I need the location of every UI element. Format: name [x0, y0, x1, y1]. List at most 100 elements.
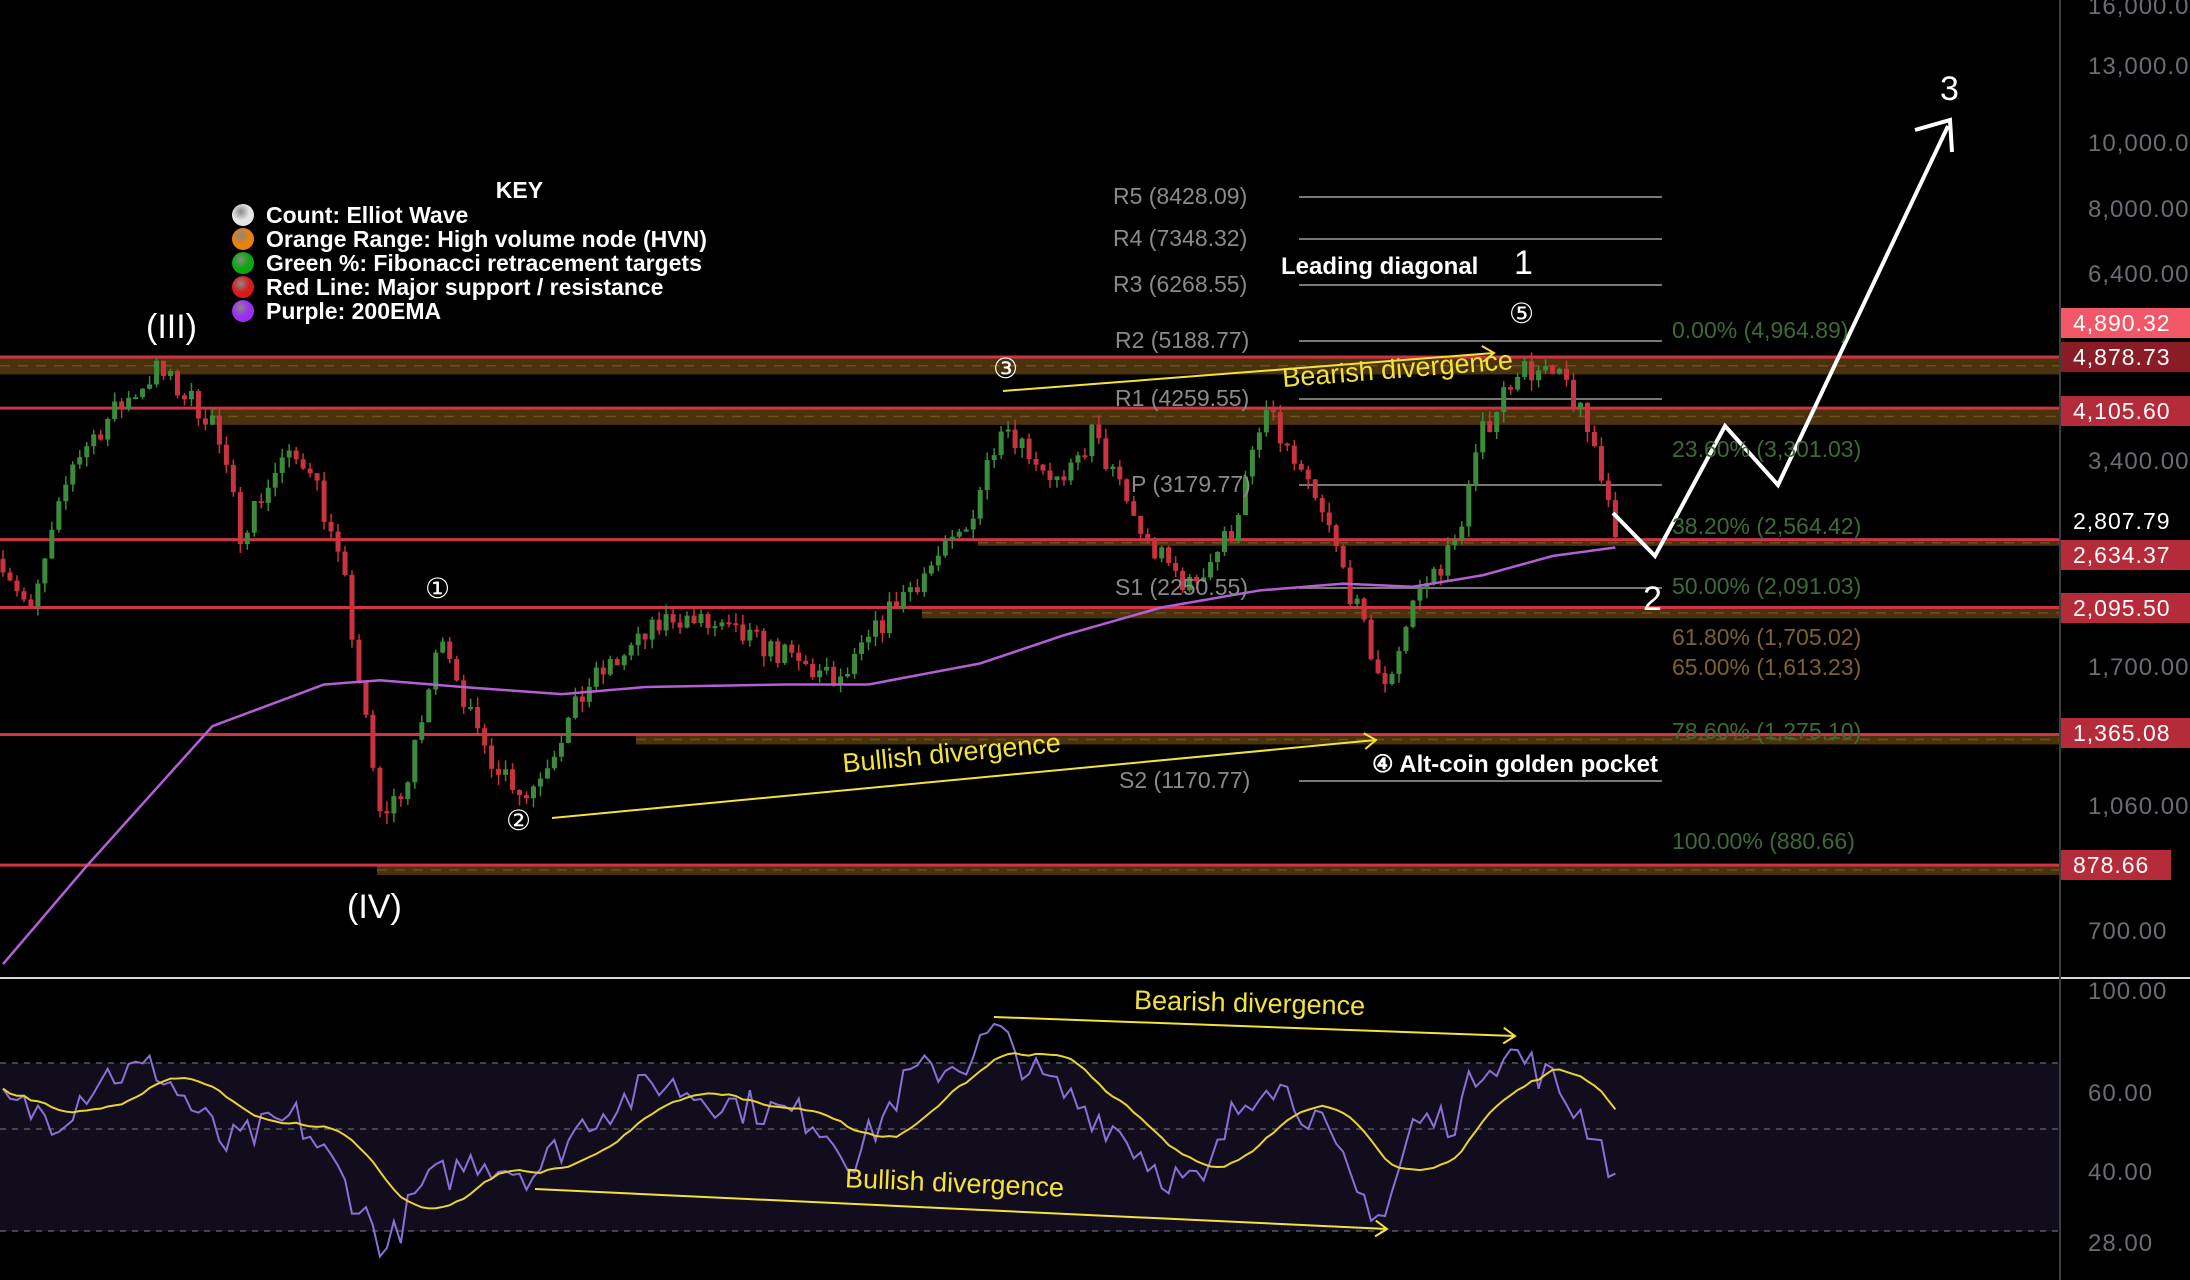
candle-body: [1277, 412, 1283, 444]
candle-body: [1473, 452, 1479, 486]
bullish-divergence-price-line: [551, 739, 1377, 819]
candle-body: [621, 655, 627, 666]
candle-body: [112, 401, 118, 419]
candle-body: [168, 370, 174, 376]
candle-body: [223, 444, 229, 465]
bearish-divergence-rsi-label: Bearish divergence: [1133, 984, 1366, 1022]
candle-body: [970, 518, 976, 530]
key-item: Green %: Fibonacci retracement targets: [232, 251, 707, 275]
candle-body: [761, 630, 767, 657]
candle-body: [1550, 366, 1556, 374]
candle-body: [977, 490, 983, 519]
candle-body: [740, 624, 746, 641]
candle-body: [1584, 402, 1590, 433]
candle-body: [963, 529, 969, 532]
candle-body: [928, 565, 934, 574]
candle-body: [1005, 429, 1011, 432]
candle-body: [335, 531, 341, 552]
candle-body: [1480, 421, 1486, 453]
candle-body: [328, 521, 334, 532]
rsi-axis-tick: 28.00: [2088, 1230, 2154, 1257]
candle-body: [1508, 387, 1514, 390]
candle-body: [984, 460, 990, 491]
candle-body: [1117, 466, 1123, 480]
candle-body: [900, 592, 906, 609]
fib-level-label: 78.60% (1,275.10): [1672, 718, 1862, 744]
candle-body: [286, 450, 292, 458]
candle-body: [161, 360, 167, 376]
candle-body: [1159, 547, 1165, 559]
price-label: 4,878.73: [2061, 342, 2190, 372]
candle-body: [140, 388, 146, 398]
candle-body: [370, 714, 376, 768]
candle-body: [1410, 600, 1416, 627]
candle-body: [1438, 568, 1444, 576]
price-label: 2,807.79: [2061, 506, 2190, 536]
fib-level-label: 61.80% (1,705.02): [1672, 624, 1862, 650]
candle-body: [1131, 501, 1137, 516]
candle-body: [1249, 449, 1255, 477]
candle-body: [1522, 361, 1528, 377]
price-axis[interactable]: [2059, 0, 2190, 1280]
candle-body: [482, 728, 488, 746]
candle-body: [1138, 515, 1144, 534]
candle-body: [1228, 531, 1234, 541]
candle-body: [558, 743, 564, 757]
hvn-range: [922, 607, 2059, 619]
candle-body: [1075, 455, 1081, 463]
candle-body: [510, 769, 516, 791]
candle-body: [831, 666, 837, 684]
candle-body: [1354, 598, 1360, 604]
candle-body: [119, 401, 125, 410]
key-dot-icon: [232, 228, 254, 250]
candle-body: [1110, 466, 1116, 470]
candle-body: [363, 681, 369, 715]
candle-body: [663, 614, 669, 631]
candle-body: [712, 626, 718, 629]
candle-body: [98, 434, 104, 440]
candle-body: [419, 722, 425, 740]
candle-body: [126, 397, 132, 410]
candle-body: [656, 619, 662, 631]
candle-body: [1242, 476, 1248, 516]
key-item: Count: Elliot Wave: [232, 203, 707, 227]
candle-body: [496, 768, 502, 775]
candle-body: [356, 639, 362, 682]
candle-body: [1263, 409, 1269, 433]
candle-body: [698, 614, 704, 624]
candle-body: [1445, 545, 1451, 576]
key-item-label: Purple: 200EMA: [266, 298, 442, 324]
bullish-divergence-rsi-line: [534, 1188, 1388, 1230]
candle-body: [775, 641, 781, 664]
key-dot-icon: [232, 300, 254, 322]
candle-body: [1543, 366, 1549, 371]
candle-body: [84, 446, 90, 458]
candle-body: [956, 531, 962, 537]
candle-body: [475, 707, 481, 729]
candle-body: [272, 472, 278, 488]
candle-body: [1382, 673, 1388, 684]
candle-body: [56, 501, 62, 530]
candle-body: [398, 796, 404, 800]
candle-body: [1591, 432, 1597, 447]
ema200-line: [2, 546, 1616, 965]
key-item-label: Orange Range: High volume node (HVN): [266, 226, 707, 252]
candle-body: [1284, 443, 1290, 446]
price-axis-tick: 1,060.00: [2088, 793, 2190, 820]
candle-body: [614, 659, 620, 666]
candle-body: [1298, 463, 1304, 470]
candle-body: [1124, 479, 1130, 502]
candle-body: [1571, 379, 1576, 409]
candle-body: [49, 529, 55, 559]
fib-level-label: 23.60% (3,301.03): [1672, 436, 1862, 462]
candle-body: [719, 622, 725, 627]
candle-body: [377, 767, 383, 812]
candle-body: [586, 686, 592, 702]
price-axis-tick: 13,000.00: [2088, 53, 2190, 80]
candle-body: [1361, 598, 1367, 620]
fib-level-label: 65.00% (1,613.23): [1672, 654, 1862, 680]
candle-body: [579, 696, 585, 702]
candle-body: [600, 667, 606, 675]
price-axis-tick: 16,000.00: [2088, 0, 2190, 20]
